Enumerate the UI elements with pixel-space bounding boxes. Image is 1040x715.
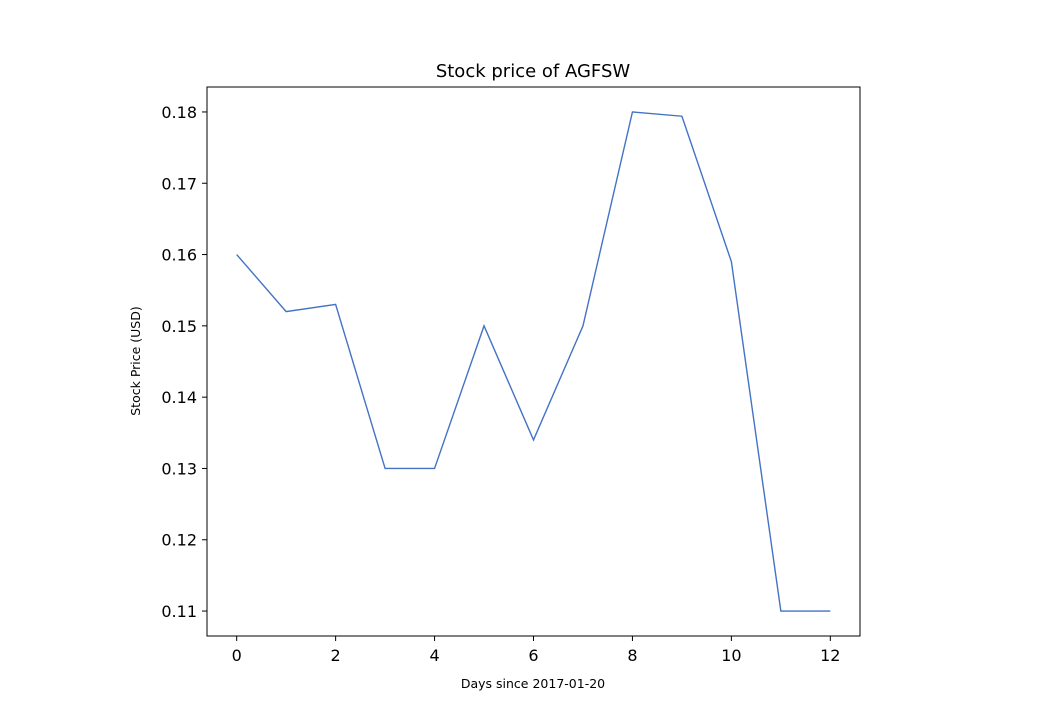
- x-tick-label: 12: [820, 646, 840, 665]
- plot-frame: [206, 86, 861, 637]
- y-tick-label: 0.15: [161, 317, 197, 336]
- y-axis: 0.11 0.12 0.13 0.14 0.15 0.16 0.17 0.18: [161, 103, 207, 621]
- y-tick-label: 0.16: [161, 246, 197, 265]
- x-axis: 0 2 4 6 8 10 12: [232, 636, 840, 665]
- y-tick-label: 0.13: [161, 459, 197, 478]
- series-points: [237, 112, 831, 611]
- x-tick-label: 4: [429, 646, 439, 665]
- y-axis-label: Stock Price (USD): [128, 306, 143, 416]
- x-tick-label: 8: [627, 646, 637, 665]
- x-axis-label: Days since 2017-01-20: [461, 676, 605, 691]
- price-series-line: [236, 111, 831, 612]
- x-tick-label: 2: [331, 646, 341, 665]
- y-tick-label: 0.18: [161, 103, 197, 122]
- x-tick-label: 0: [232, 646, 242, 665]
- y-tick-label: 0.11: [161, 602, 197, 621]
- chart-title: Stock price of AGFSW: [436, 61, 631, 82]
- x-tick-label: 6: [528, 646, 538, 665]
- y-tick-label: 0.17: [161, 174, 197, 193]
- y-tick-label: 0.14: [161, 388, 197, 407]
- y-tick-label: 0.12: [161, 531, 197, 550]
- x-tick-label: 10: [721, 646, 741, 665]
